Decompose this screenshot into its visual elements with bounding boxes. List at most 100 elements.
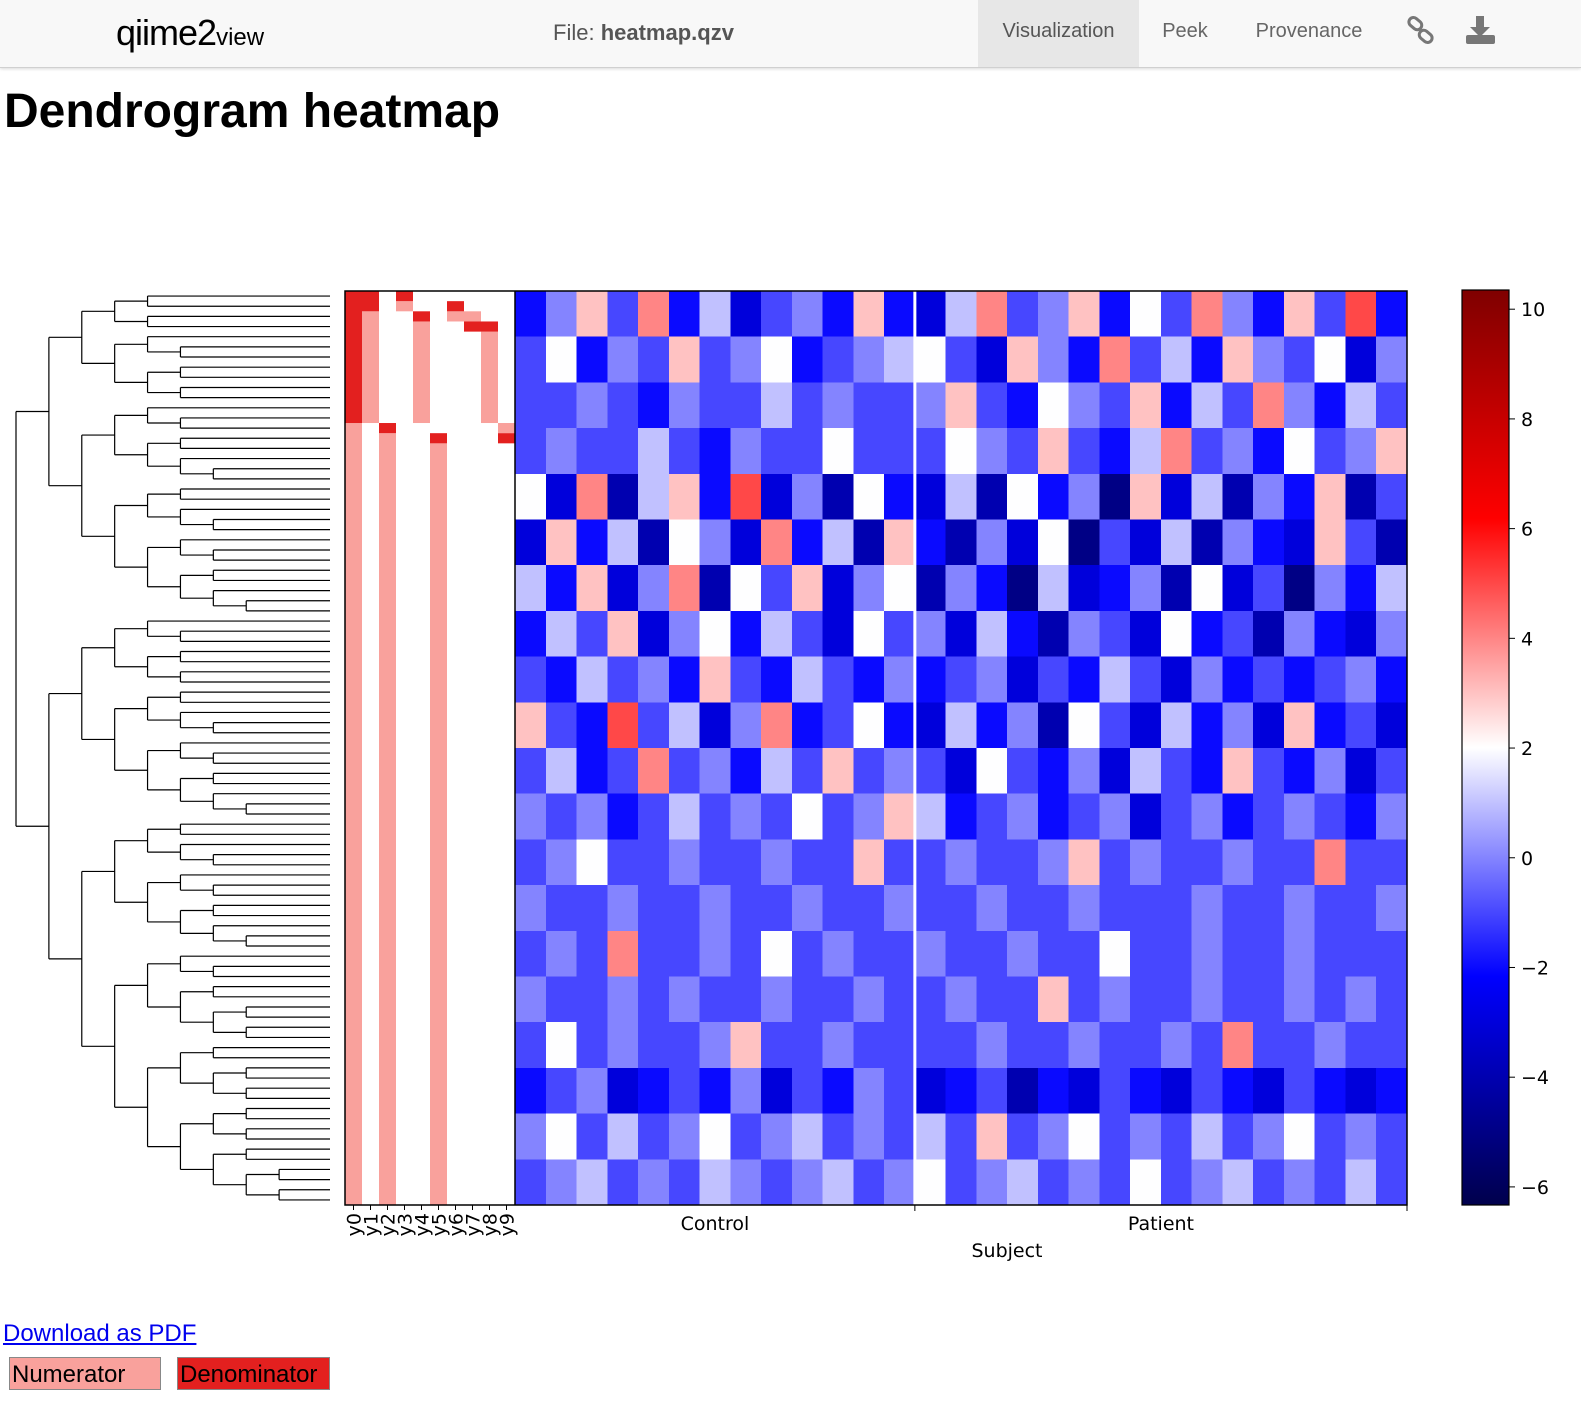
heatmap-cell <box>545 930 578 978</box>
heatmap-cell <box>515 839 547 886</box>
heatmap-cell <box>1222 428 1254 475</box>
heatmap-cell <box>884 610 916 658</box>
tab[interactable]: Visualization <box>978 0 1139 67</box>
heatmap-cell <box>730 885 762 932</box>
heatmap-cell <box>822 839 854 886</box>
heatmap-cell <box>1314 1113 1347 1160</box>
heatmap-cell <box>1253 656 1285 703</box>
tab[interactable]: Peek <box>1162 20 1208 42</box>
heatmap-cell <box>668 1113 701 1160</box>
heatmap-cell <box>545 976 578 1023</box>
heatmap-cell <box>730 748 762 795</box>
heatmap-cell <box>607 382 639 429</box>
heatmap-cell <box>1191 473 1224 521</box>
heatmap-cell <box>791 885 824 932</box>
heatmap-cell <box>607 793 639 840</box>
heatmap-cell <box>607 519 639 566</box>
heatmap-cell <box>1068 839 1101 886</box>
legend-numerator: Numerator <box>9 1357 161 1390</box>
heatmap-cell <box>884 839 916 886</box>
heatmap-cell <box>1283 565 1316 612</box>
heatmap-cell <box>822 519 854 566</box>
heatmap-cell <box>1191 291 1224 338</box>
heatmap-cell <box>1191 382 1224 429</box>
heatmap-cell <box>699 291 731 338</box>
heatmap-cell <box>668 473 701 521</box>
heatmap-cell <box>1007 839 1039 886</box>
heatmap-cell <box>1099 519 1131 566</box>
heatmap-cell <box>945 565 977 612</box>
heatmap-cell <box>1099 1159 1131 1206</box>
heatmap-cell <box>1253 976 1285 1023</box>
heatmap-cell <box>1037 382 1070 429</box>
balance-numerator <box>481 331 498 424</box>
heatmap-cell <box>638 473 670 521</box>
tab[interactable]: Provenance <box>1255 20 1363 42</box>
heatmap-cell <box>1222 610 1254 658</box>
heatmap-cell <box>1376 382 1408 429</box>
heatmap-cell <box>1007 565 1039 612</box>
heatmap-cell <box>976 656 1008 703</box>
heatmap-cell <box>1130 519 1162 566</box>
heatmap-cell <box>699 565 731 612</box>
heatmap-cell <box>976 336 1008 383</box>
heatmap-cell <box>576 1067 608 1115</box>
heatmap-cell <box>545 336 578 383</box>
balance-numerator <box>413 321 430 424</box>
logo[interactable]: qiime2view <box>116 12 264 54</box>
heatmap-cell <box>638 519 670 566</box>
heatmap-cell <box>914 428 947 475</box>
heatmap-cell <box>668 565 701 612</box>
heatmap-cell <box>515 382 547 429</box>
heatmap-cell <box>1160 473 1193 521</box>
heatmap-cell <box>607 702 639 749</box>
heatmap-cell <box>791 565 824 612</box>
heatmap-cell <box>1068 336 1101 383</box>
colorbar-tick-label: 8 <box>1521 409 1533 431</box>
heatmap-cell <box>1283 1022 1316 1069</box>
heatmap-cell <box>1160 748 1193 795</box>
balance-numerator <box>464 311 481 322</box>
download-icon[interactable] <box>1464 14 1498 46</box>
heatmap-cell <box>1314 1067 1347 1115</box>
heatmap-cell <box>1253 1113 1285 1160</box>
heatmap-cell <box>1068 702 1101 749</box>
heatmap-cell <box>1253 1067 1285 1115</box>
heatmap-cell <box>730 976 762 1023</box>
heatmap-cell <box>1160 702 1193 749</box>
heatmap-cell <box>822 473 854 521</box>
heatmap-cell <box>1283 610 1316 658</box>
heatmap-cell <box>914 702 947 749</box>
heatmap-cell <box>1345 976 1377 1023</box>
heatmap-cell <box>1253 885 1285 932</box>
heatmap-cell <box>976 793 1008 840</box>
file-label: File: <box>553 20 595 45</box>
heatmap-cell <box>761 565 793 612</box>
heatmap-cell <box>1099 702 1131 749</box>
heatmap-cell <box>576 519 608 566</box>
heatmap-cell <box>791 519 824 566</box>
heatmap-cell <box>1037 748 1070 795</box>
heatmap-cell <box>1037 839 1070 886</box>
x-axis-label: Subject <box>971 1240 1042 1262</box>
heatmap-cell <box>1283 1159 1316 1206</box>
heatmap-cell <box>976 428 1008 475</box>
heatmap-cell <box>914 1113 947 1160</box>
download-link[interactable]: Download as PDF <box>3 1320 197 1347</box>
heatmap-cell <box>884 656 916 703</box>
link-icon[interactable] <box>1404 14 1438 48</box>
balance-denominator <box>464 321 481 332</box>
heatmap-cell <box>1345 382 1377 429</box>
heatmap-cell <box>1222 291 1254 338</box>
heatmap-cell <box>1160 336 1193 383</box>
heatmap-cell <box>822 748 854 795</box>
heatmap-cell <box>668 382 701 429</box>
heatmap-cell <box>545 839 578 886</box>
heatmap-cell <box>515 656 547 703</box>
file-name: File: heatmap.qzv <box>553 20 734 46</box>
heatmap-cell <box>515 793 547 840</box>
heatmap-cell <box>853 565 885 612</box>
heatmap-cell <box>515 473 547 521</box>
heatmap-cell <box>699 656 731 703</box>
heatmap-cell <box>1253 565 1285 612</box>
